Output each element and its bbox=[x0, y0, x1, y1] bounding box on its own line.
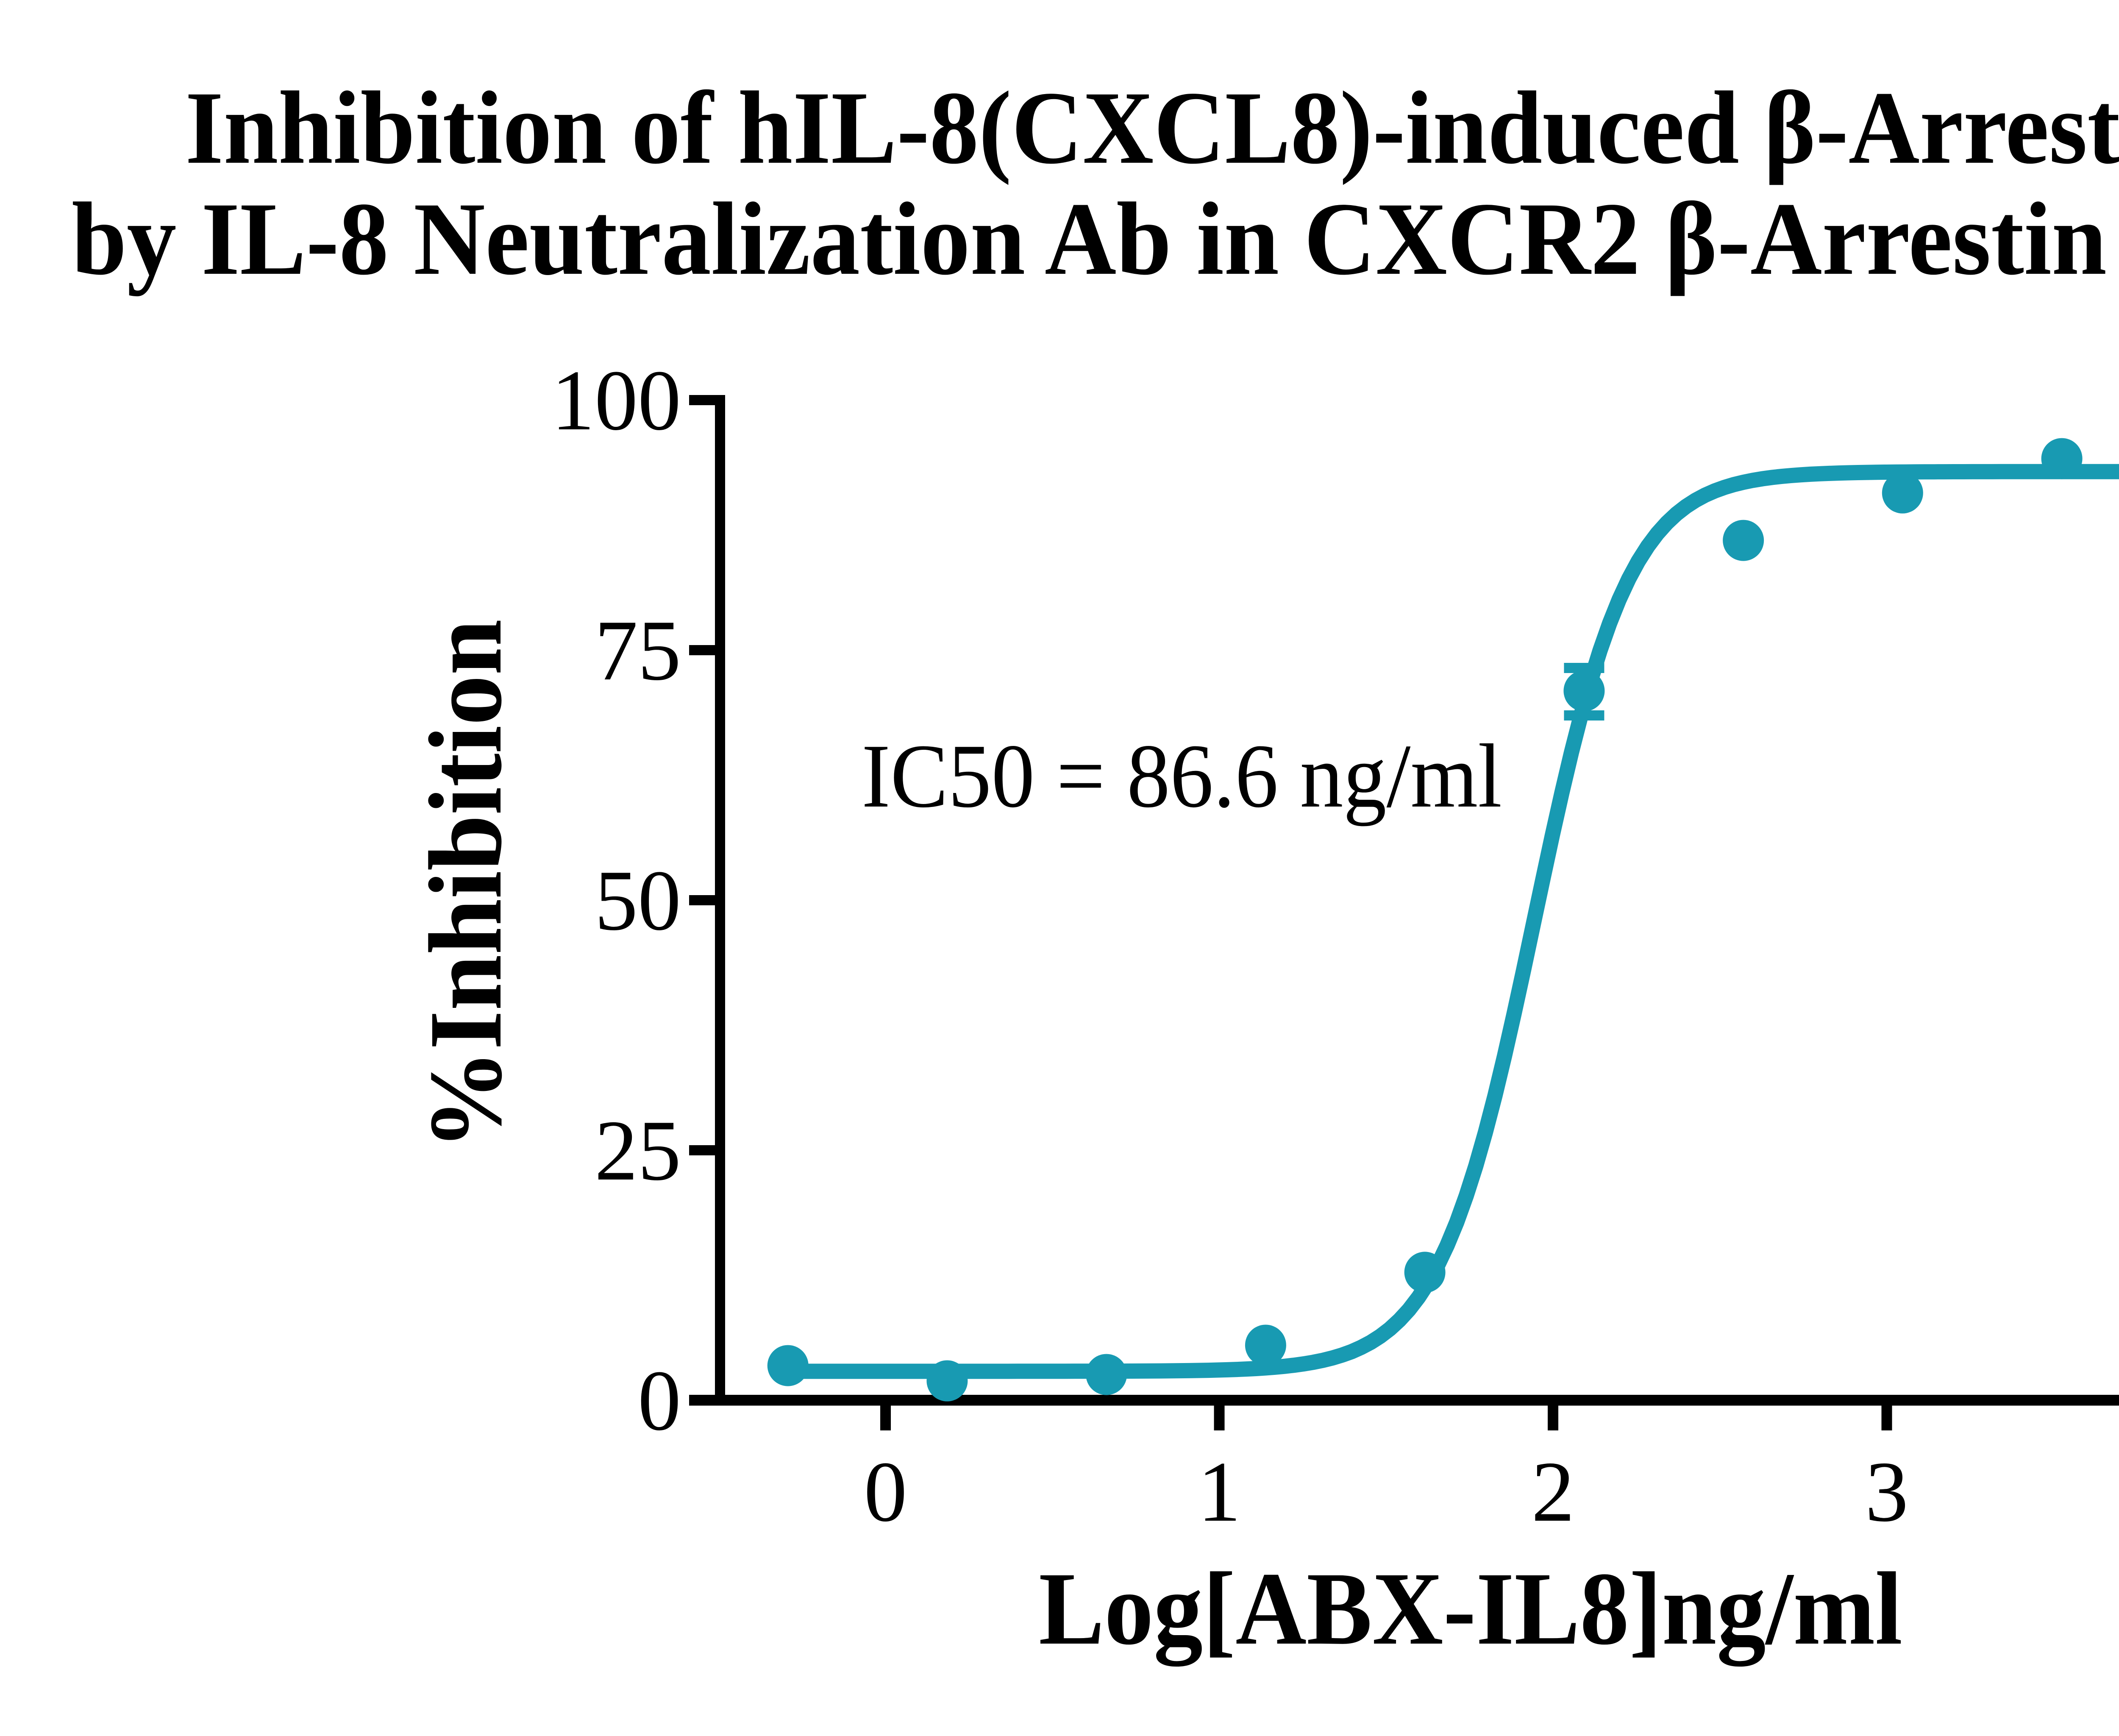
svg-text:Inhibition of hIL-8(CXCL8)-ind: Inhibition of hIL-8(CXCL8)-induced β-Arr… bbox=[185, 70, 2119, 186]
svg-text:75: 75 bbox=[595, 603, 681, 698]
svg-text:Log[ABX-IL8]ng/ml: Log[ABX-IL8]ng/ml bbox=[1039, 1551, 1902, 1666]
svg-text:25: 25 bbox=[595, 1103, 681, 1199]
svg-text:IC50 = 86.6 ng/ml: IC50 = 86.6 ng/ml bbox=[862, 725, 1502, 826]
svg-text:%Inhibition: %Inhibition bbox=[408, 619, 523, 1150]
svg-text:100: 100 bbox=[551, 353, 681, 448]
svg-text:0: 0 bbox=[864, 1444, 907, 1540]
svg-text:3: 3 bbox=[1865, 1444, 1908, 1540]
svg-text:50: 50 bbox=[595, 853, 681, 949]
svg-text:1: 1 bbox=[1198, 1444, 1241, 1540]
svg-text:2: 2 bbox=[1532, 1444, 1575, 1540]
svg-text:by IL-8 Neutralization Ab in C: by IL-8 Neutralization Ab in CXCR2 β-Arr… bbox=[72, 181, 2119, 297]
svg-text:0: 0 bbox=[638, 1353, 681, 1449]
